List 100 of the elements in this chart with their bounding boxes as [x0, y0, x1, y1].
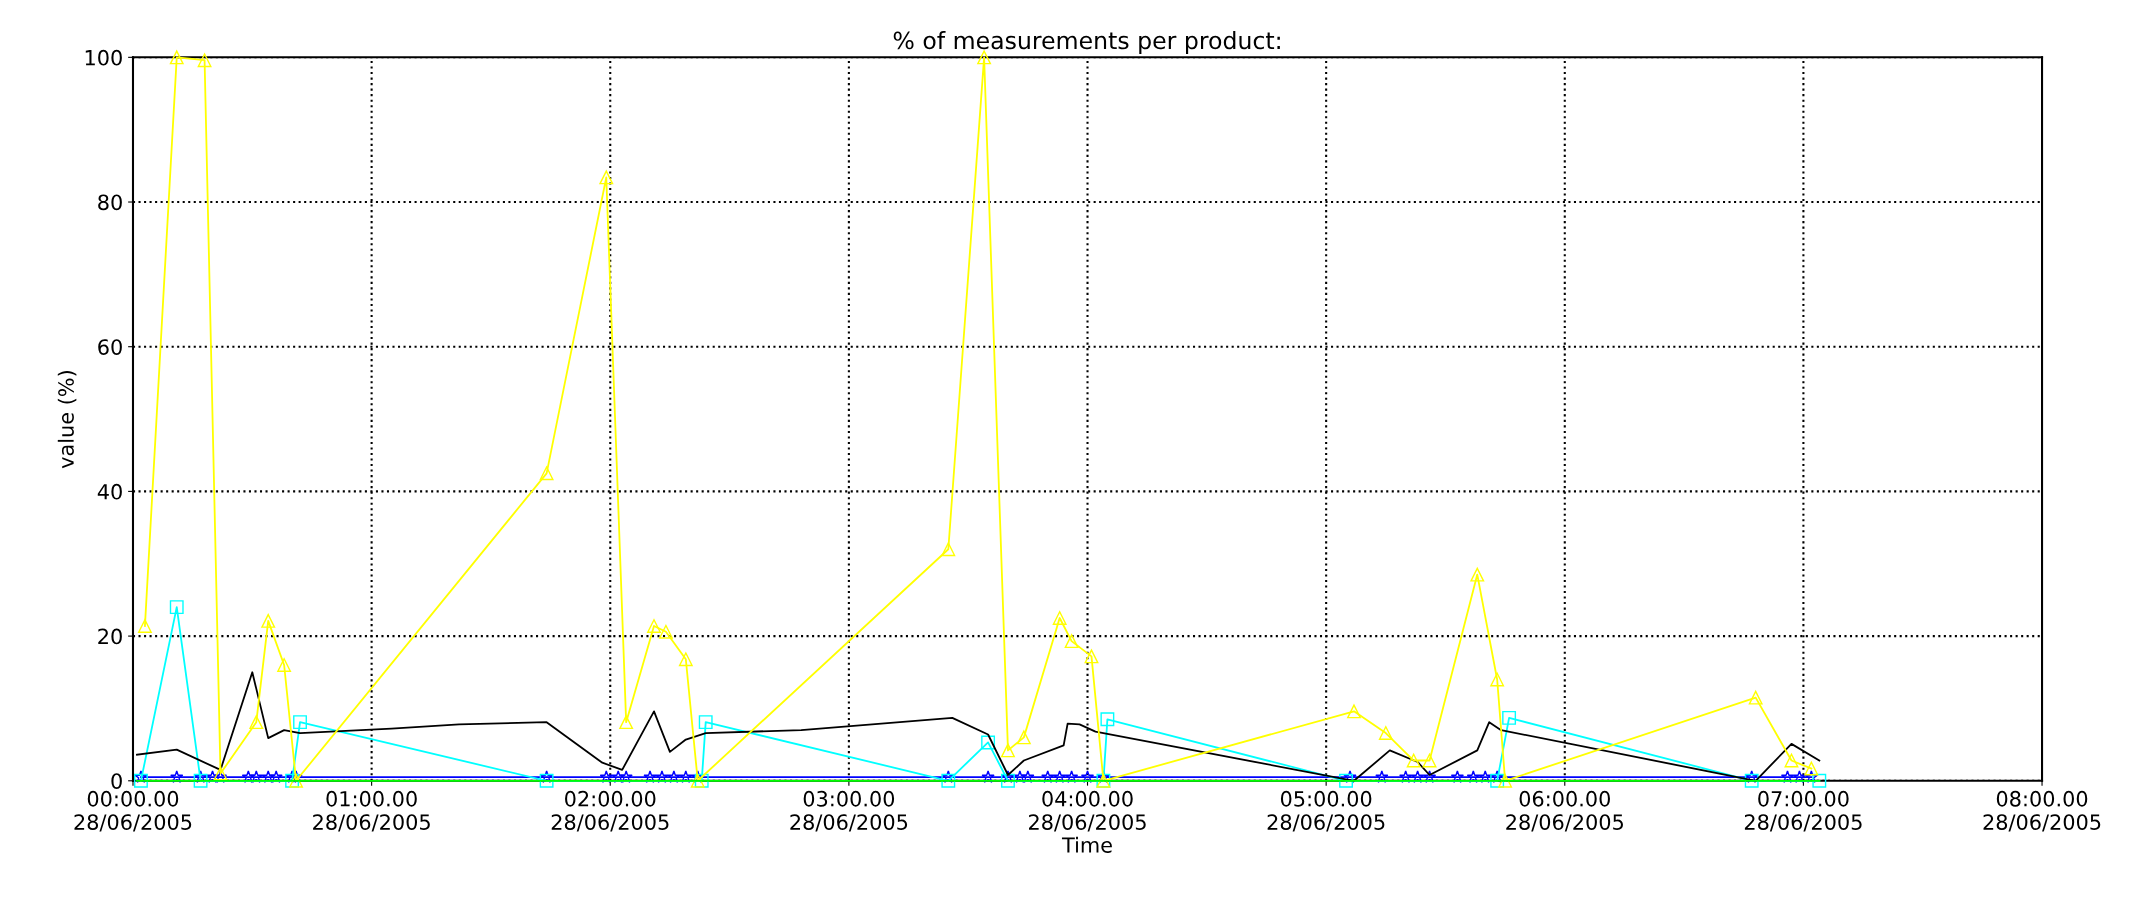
y-tick-label: 60 — [98, 339, 122, 355]
point — [619, 715, 634, 730]
point — [1016, 730, 1031, 745]
x-axis-title: Time — [1061, 836, 1112, 853]
point — [643, 770, 657, 783]
y-tick-label: 40 — [97, 483, 122, 500]
point — [1041, 770, 1055, 783]
point — [1745, 770, 1759, 783]
point — [941, 770, 955, 783]
point — [269, 770, 283, 783]
point — [1812, 773, 1827, 788]
point — [170, 770, 184, 783]
point — [667, 770, 681, 783]
point — [1084, 649, 1099, 664]
point — [941, 773, 956, 788]
point — [213, 766, 228, 781]
point — [197, 53, 212, 68]
point — [678, 652, 693, 667]
point — [1375, 770, 1389, 783]
y-axis-title: value (%) — [57, 371, 77, 469]
point — [647, 619, 661, 633]
point — [289, 773, 303, 788]
point — [619, 770, 633, 783]
point — [981, 735, 996, 750]
x-tick-label: 08:00.00 28/06/2005 — [1983, 790, 2101, 832]
point — [169, 50, 184, 65]
point — [941, 542, 956, 557]
point — [1470, 567, 1485, 582]
point — [1378, 726, 1393, 740]
point — [1780, 770, 1795, 783]
y-tick-label: 0 — [111, 773, 122, 789]
point — [599, 170, 614, 185]
point — [205, 770, 220, 783]
point — [261, 613, 276, 628]
point — [1053, 770, 1067, 783]
point — [658, 624, 673, 639]
point — [1450, 770, 1465, 783]
point — [1343, 770, 1357, 783]
point — [1498, 773, 1513, 788]
point — [1792, 770, 1807, 783]
point — [293, 715, 307, 730]
y-tick-label: 20 — [98, 628, 122, 645]
point — [1080, 770, 1095, 783]
x-tick-label: 06:00.00 28/06/2005 — [1506, 790, 1623, 832]
x-tick-label: 00:00.00 28/06/2005 — [74, 790, 192, 832]
point — [1804, 761, 1819, 776]
point — [277, 658, 292, 672]
point — [1466, 770, 1480, 783]
point — [698, 715, 713, 730]
point — [1021, 770, 1035, 783]
point — [1052, 611, 1067, 625]
point — [193, 770, 208, 783]
point — [539, 773, 554, 788]
point — [1748, 690, 1763, 705]
point — [655, 770, 669, 783]
point — [1001, 743, 1015, 758]
y-tick-label: 100 — [85, 49, 122, 66]
point — [599, 770, 613, 783]
point — [1339, 773, 1353, 788]
point — [134, 770, 148, 783]
point — [1100, 712, 1115, 727]
point — [261, 770, 275, 783]
point — [1013, 770, 1027, 783]
point — [1406, 753, 1421, 768]
point — [1784, 753, 1799, 768]
point — [1347, 704, 1361, 719]
point — [1490, 672, 1505, 687]
point — [1490, 770, 1504, 783]
x-tick-label: 07:00.00 28/06/2005 — [1744, 790, 1862, 832]
point — [1001, 773, 1015, 788]
point — [1478, 770, 1492, 783]
x-tick-label: 05:00.00 28/06/2005 — [1267, 790, 1385, 832]
point — [193, 773, 208, 788]
point — [249, 770, 263, 783]
x-tick-label: 02:00.00 28/06/2005 — [551, 790, 669, 832]
point — [1410, 770, 1425, 783]
point — [977, 50, 992, 65]
point — [1064, 634, 1079, 649]
point — [241, 770, 255, 783]
point — [1502, 710, 1517, 725]
x-tick-label: 04:00.00 28/06/2005 — [1029, 790, 1146, 832]
point — [133, 773, 148, 788]
point — [249, 715, 264, 730]
point — [539, 770, 554, 783]
point — [690, 773, 705, 788]
point — [137, 619, 152, 633]
point — [1804, 770, 1819, 783]
point — [981, 770, 995, 783]
point — [539, 466, 554, 481]
point — [213, 770, 228, 783]
point — [1399, 770, 1413, 783]
chart-title: % of measurements per product: — [893, 31, 1280, 54]
x-tick-label: 03:00.00 28/06/2005 — [790, 790, 908, 832]
point — [679, 770, 693, 783]
point — [169, 600, 184, 615]
point — [1744, 773, 1759, 788]
point — [1422, 770, 1437, 783]
point — [1490, 773, 1505, 788]
y-tick-label: 80 — [98, 194, 122, 211]
point — [1064, 770, 1079, 783]
